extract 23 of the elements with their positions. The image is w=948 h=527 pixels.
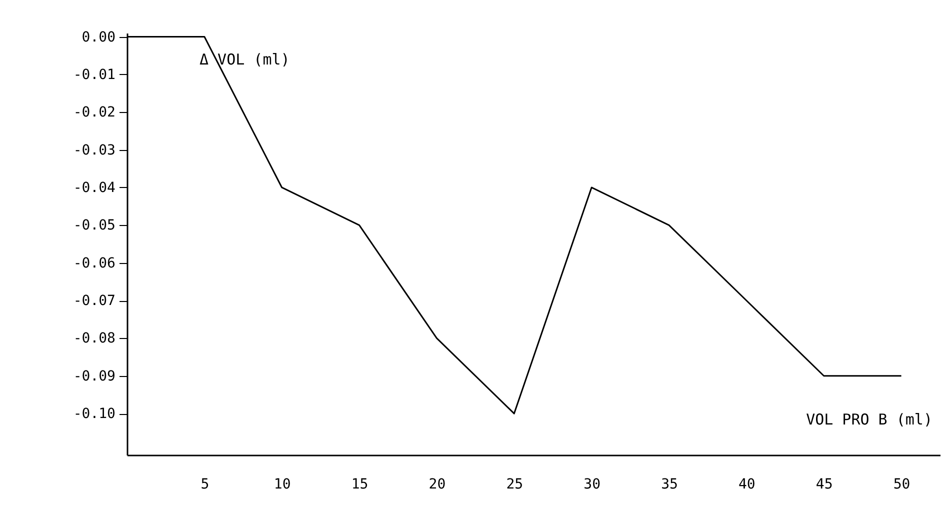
x-tick-label: 40 — [738, 476, 756, 492]
y-axis-title: Δ VOL (ml) — [200, 50, 290, 68]
y-tick-label: -0.01 — [73, 66, 116, 83]
x-tick-label: 35 — [661, 476, 678, 492]
x-tick-label: 10 — [274, 476, 291, 492]
y-tick-label: -0.06 — [73, 255, 116, 272]
y-tick-label: -0.07 — [73, 293, 116, 310]
y-tick-label: -0.10 — [73, 406, 116, 422]
x-tick-label: 5 — [200, 476, 210, 492]
x-axis-title: VOL PRO B (ml) — [806, 410, 932, 428]
y-tick-label: -0.03 — [73, 142, 116, 158]
x-tick-label: 30 — [584, 476, 600, 492]
x-tick-label: 20 — [428, 476, 446, 492]
x-tick-label: 45 — [816, 476, 833, 492]
y-tick-label: -0.09 — [73, 368, 116, 384]
y-tick-label: -0.04 — [73, 180, 116, 196]
y-tick-label: -0.08 — [73, 330, 116, 347]
y-tick-label: -0.05 — [73, 218, 116, 234]
x-tick-label: 25 — [506, 476, 524, 492]
y-tick-label: 0.00 — [82, 29, 116, 46]
x-tick-label: 15 — [351, 476, 368, 492]
x-tick-label: 50 — [893, 476, 910, 492]
y-tick-label: -0.02 — [73, 104, 116, 121]
